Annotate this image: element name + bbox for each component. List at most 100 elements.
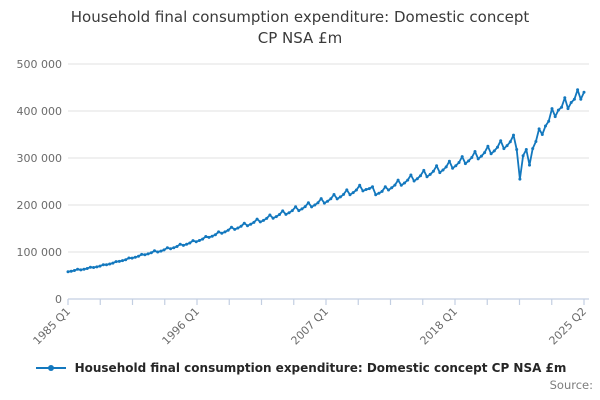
data-point-marker [335, 197, 339, 201]
data-point-marker [342, 192, 346, 196]
data-point-marker [162, 248, 166, 252]
data-point-marker [515, 148, 519, 151]
legend: Household final consumption expenditure:… [0, 359, 600, 377]
data-point-marker [502, 147, 506, 151]
data-point-marker [316, 201, 320, 205]
data-point-marker [156, 250, 160, 254]
data-point-marker [181, 243, 185, 247]
data-point-marker [512, 133, 515, 137]
data-point-marker [422, 168, 426, 172]
data-point-marker [137, 254, 140, 258]
data-point-marker [348, 193, 352, 197]
data-point-marker [303, 205, 307, 209]
data-point-marker [451, 166, 455, 170]
data-point-marker [310, 205, 314, 209]
data-point-marker [489, 152, 493, 156]
data-point-marker [399, 183, 403, 187]
data-point-marker [553, 115, 557, 119]
data-point-marker [210, 234, 214, 238]
data-point-marker [492, 149, 496, 153]
data-point-marker [242, 221, 246, 225]
legend-label: Household final consumption expenditure:… [74, 361, 567, 375]
data-point-marker [473, 150, 477, 153]
data-point-marker [249, 222, 253, 226]
data-point-marker [281, 209, 285, 213]
data-point-marker [431, 169, 435, 173]
data-point-marker [361, 189, 365, 193]
x-axis-label: 2025 Q2 [547, 305, 590, 348]
data-point-marker [393, 183, 397, 187]
data-point-marker [98, 264, 102, 268]
data-point-marker [265, 216, 269, 220]
data-point-marker [124, 258, 128, 262]
data-point-marker [197, 239, 201, 242]
data-point-marker [66, 270, 70, 274]
data-point-marker [172, 246, 176, 250]
data-point-marker [367, 187, 371, 191]
legend-line-marker-icon [35, 365, 66, 371]
data-point-marker [127, 256, 131, 260]
x-axis-label: 2018 Q1 [418, 305, 461, 348]
data-point-marker [159, 249, 163, 253]
data-point-marker [271, 216, 275, 220]
data-point-marker [435, 164, 439, 168]
data-point-marker [576, 88, 580, 92]
page-title: Household final consumption expenditure:… [70, 8, 530, 48]
data-point-marker [165, 246, 169, 250]
data-point-marker [178, 242, 182, 246]
data-point-marker [175, 245, 179, 248]
y-axis-label: 0 [55, 293, 62, 306]
data-point-marker [111, 261, 115, 265]
data-point-marker [233, 227, 237, 231]
data-point-marker [419, 174, 422, 178]
source-label: Source: [549, 378, 593, 392]
data-point-marker [108, 262, 112, 266]
data-point-marker [92, 266, 96, 269]
data-point-marker [169, 247, 173, 251]
data-point-marker [406, 178, 410, 182]
data-point-marker [220, 231, 224, 235]
data-point-marker [294, 205, 298, 209]
data-point-marker [82, 267, 86, 271]
data-point-marker [284, 212, 288, 216]
data-point-marker [287, 211, 291, 215]
data-point-marker [258, 220, 262, 224]
data-point-marker [358, 183, 362, 187]
data-point-marker [101, 263, 105, 267]
data-point-marker [290, 209, 294, 213]
data-point-marker [476, 157, 480, 161]
data-point-marker [563, 96, 567, 100]
data-point-marker [230, 225, 233, 229]
data-point-marker [146, 252, 150, 256]
data-point-marker [441, 168, 445, 172]
data-point-marker [72, 269, 76, 272]
data-point-marker [117, 259, 121, 263]
data-point-marker [454, 164, 458, 168]
data-point-marker [140, 252, 144, 256]
data-point-marker [534, 140, 538, 143]
data-point-marker [326, 199, 330, 203]
data-point-marker [560, 105, 564, 109]
data-point-marker [556, 108, 560, 112]
x-axis-label: 1985 Q1 [31, 305, 74, 348]
data-point-marker [425, 175, 429, 179]
data-point-marker [69, 269, 73, 273]
data-point-marker [569, 101, 573, 104]
data-point-marker [457, 161, 461, 164]
data-point-marker [345, 188, 349, 192]
data-point-marker [540, 133, 544, 136]
y-axis-label: 200 000 [17, 199, 63, 212]
data-point-marker [528, 163, 531, 167]
data-point-marker [582, 90, 586, 94]
data-point-marker [95, 265, 99, 269]
data-point-marker [521, 154, 525, 158]
data-point-marker [223, 230, 227, 234]
data-point-marker [79, 268, 83, 272]
data-point-marker [508, 140, 512, 144]
data-point-marker [207, 235, 211, 239]
data-point-marker [329, 197, 333, 201]
data-point-marker [499, 139, 503, 143]
data-point-marker [479, 154, 483, 158]
data-point-marker [550, 107, 554, 111]
